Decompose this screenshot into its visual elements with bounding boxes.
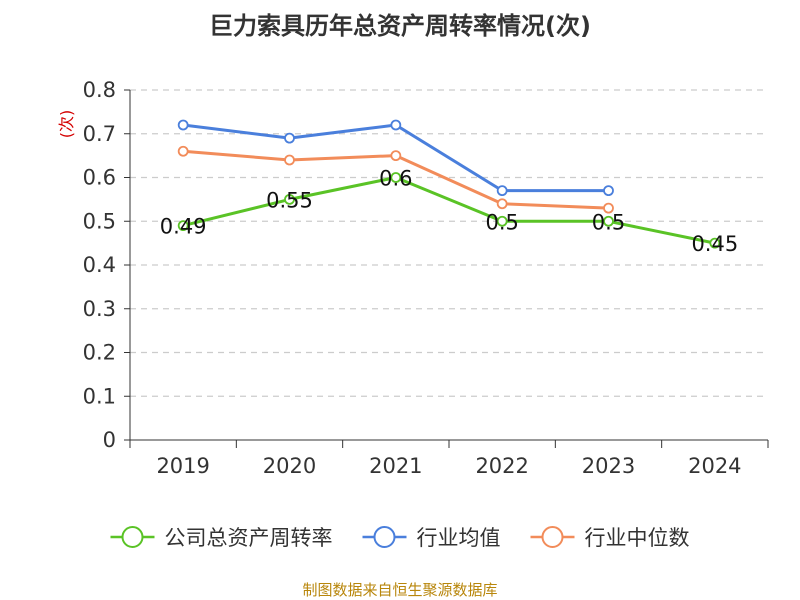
y-axis-label: (次) bbox=[57, 110, 76, 139]
point-s1-2020 bbox=[284, 132, 295, 144]
y-tick-label-1: 0.1 bbox=[83, 384, 116, 408]
y-tick-label-5: 0.5 bbox=[83, 209, 116, 233]
point-s0-2024 bbox=[709, 237, 721, 249]
point-s1-2023 bbox=[603, 185, 614, 197]
source-note: 制图数据来自恒生聚源数据库 bbox=[302, 581, 497, 599]
point-s2-2021 bbox=[390, 150, 402, 162]
y-tick-label-6: 0.6 bbox=[83, 166, 116, 190]
point-s0-2019 bbox=[177, 220, 189, 232]
legend-label: 公司总资产周转率 bbox=[165, 526, 333, 550]
point-s2-2022 bbox=[496, 198, 508, 210]
y-tick-label-3: 0.3 bbox=[83, 297, 116, 321]
data-label-2020: 0.55 bbox=[266, 188, 313, 212]
legend-swatch-marker bbox=[121, 526, 144, 548]
series bbox=[177, 119, 721, 249]
y-tick-label-4: 0.4 bbox=[83, 253, 116, 277]
y-tick-label-0: 0 bbox=[103, 428, 116, 452]
point-s1-2022 bbox=[496, 185, 508, 197]
chart-title: 巨力索具历年总资产周转率情况(次) bbox=[209, 12, 591, 40]
data-label-2021: 0.6 bbox=[379, 167, 412, 191]
data-label-2024: 0.45 bbox=[691, 232, 738, 256]
x-tick-label-2022: 2022 bbox=[475, 454, 528, 478]
y-tick-label-2: 0.2 bbox=[83, 341, 116, 365]
point-s0-2020 bbox=[284, 193, 295, 205]
x-tick-label-2021: 2021 bbox=[369, 454, 422, 478]
legend-swatch-marker bbox=[373, 526, 396, 548]
point-s0-2021 bbox=[390, 172, 402, 183]
legend-label: 行业中位数 bbox=[585, 526, 690, 550]
legend-label: 行业均值 bbox=[417, 526, 501, 550]
point-s0-2022 bbox=[496, 215, 508, 227]
point-s2-2023 bbox=[603, 202, 614, 214]
x-tick-label-2020: 2020 bbox=[263, 454, 316, 478]
y-tick-label-8: 0.8 bbox=[83, 78, 116, 102]
x-tick-label-2024: 2024 bbox=[688, 454, 741, 478]
data-label-2022: 0.5 bbox=[485, 210, 518, 234]
x-tick-label-2023: 2023 bbox=[582, 454, 635, 478]
point-s1-2019 bbox=[177, 119, 189, 131]
grid bbox=[130, 89, 768, 397]
data-label-2019: 0.49 bbox=[160, 215, 207, 239]
point-s1-2021 bbox=[390, 119, 402, 131]
legend-item-1[interactable]: 行业均值 bbox=[362, 526, 501, 550]
data-label-2023: 0.5 bbox=[592, 210, 625, 234]
point-s2-2019 bbox=[177, 145, 189, 157]
legend: 公司总资产周转率 行业均值 行业中位数 bbox=[110, 526, 690, 550]
point-s0-2023 bbox=[603, 215, 614, 227]
data-labels: 0.49 0.55 0.6 0.5 0.5 0.45 bbox=[160, 167, 738, 257]
axes: 0 0.1 0.2 0.3 0.4 0.5 0.6 0.7 0.8 2019 2020 2021 202… bbox=[83, 78, 769, 478]
series-line-0 bbox=[182, 176, 716, 245]
legend-item-0[interactable]: 公司总资产周转率 bbox=[110, 526, 333, 550]
legend-item-2[interactable]: 行业中位数 bbox=[530, 526, 690, 550]
point-s2-2020 bbox=[284, 154, 295, 166]
x-tick-label-2019: 2019 bbox=[156, 454, 209, 478]
y-tick-label-7: 0.7 bbox=[83, 122, 116, 146]
legend-swatch-marker bbox=[541, 526, 564, 548]
